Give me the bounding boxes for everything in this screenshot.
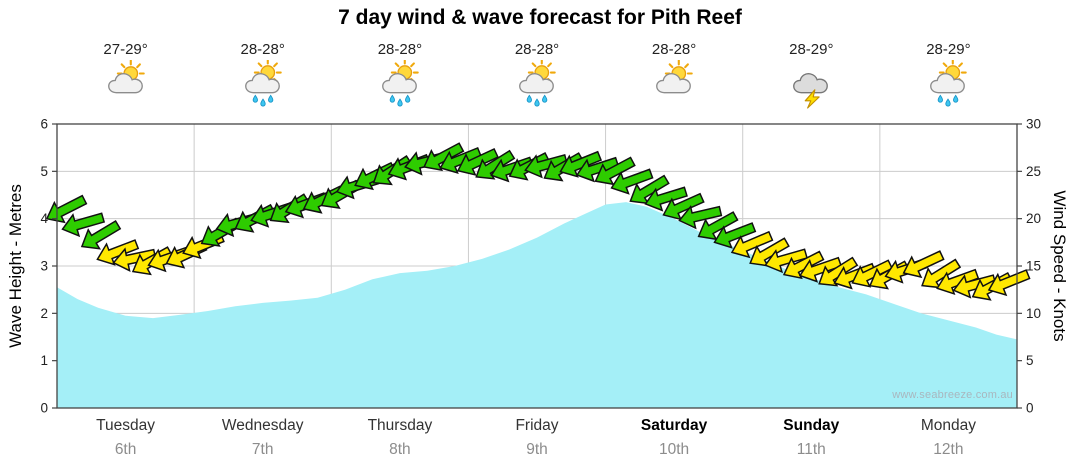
- day-name: Saturday: [640, 417, 708, 434]
- day-icon-cell: [103, 59, 151, 112]
- wind-arrow: [921, 258, 962, 289]
- wind-arrow: [112, 247, 157, 272]
- wind-arrow: [439, 146, 483, 174]
- wind-arrow: [730, 230, 774, 259]
- wind-arrow: [61, 212, 106, 238]
- right-tick-label: 15: [1026, 259, 1041, 274]
- right-axis-label: Wind Speed - Knots: [1050, 190, 1069, 342]
- wind-arrow: [524, 153, 568, 179]
- wind-arrow: [559, 150, 603, 178]
- wind-arrow: [96, 239, 140, 266]
- wind-arrow: [662, 192, 705, 221]
- right-tick-label: 20: [1026, 211, 1041, 226]
- weather-icon-showers: [930, 58, 968, 107]
- right-tick-label: 10: [1026, 306, 1041, 321]
- day-temp: 28-28°: [240, 41, 285, 58]
- left-tick-label: 0: [40, 401, 48, 416]
- day-name: Friday: [515, 417, 559, 434]
- weather-icon-partly-cloudy: [107, 59, 145, 94]
- day-date: 8th: [389, 441, 411, 458]
- day-temp: 28-28°: [514, 41, 560, 58]
- day-date: 11th: [796, 441, 826, 458]
- left-tick-label: 6: [40, 117, 48, 132]
- day-name: Sunday: [783, 417, 840, 434]
- day-temp: 28-28°: [377, 41, 423, 58]
- right-tick-label: 30: [1026, 117, 1041, 132]
- weather-icon-showers: [381, 58, 419, 107]
- wind-arrow: [764, 248, 808, 274]
- day-icon-cell: [514, 58, 562, 112]
- day-icon-cell: [925, 58, 973, 112]
- day-name: Monday: [920, 417, 976, 434]
- wind-arrow: [678, 204, 723, 230]
- weather-icon-showers: [519, 58, 556, 107]
- wind-arrow: [575, 156, 620, 183]
- left-tick-label: 4: [40, 211, 48, 226]
- left-tick-label: 3: [40, 259, 48, 274]
- wind-arrow: [610, 168, 654, 195]
- right-tick-label: 25: [1026, 164, 1041, 179]
- wind-arrow: [782, 250, 825, 280]
- watermark: www.seabreeze.com.au: [892, 389, 1013, 401]
- weather-icon-thunderstorm: [793, 73, 829, 109]
- right-tick-label: 5: [1026, 353, 1034, 368]
- wind-arrow: [697, 211, 739, 241]
- day-name: Tuesday: [96, 417, 156, 434]
- weather-icon-showers: [244, 58, 282, 107]
- wind-arrow: [475, 149, 516, 180]
- day-icon-cell: [240, 58, 288, 112]
- wind-arrow: [629, 174, 670, 205]
- wind-arrow: [952, 274, 997, 299]
- wind-arrow: [456, 147, 499, 176]
- wind-arrow: [902, 250, 945, 279]
- day-temp: 28-29°: [926, 41, 971, 58]
- day-temp: 27-29°: [103, 41, 148, 58]
- wind-arrow: [798, 256, 843, 283]
- wave-area: [57, 202, 1017, 408]
- wind-arrow: [936, 268, 980, 296]
- left-axis-label: Wave Height - Metres: [6, 184, 25, 348]
- day-icon-cell: [788, 60, 836, 112]
- left-tick-label: 2: [40, 306, 48, 321]
- day-icon-cell: [377, 58, 425, 112]
- wind-arrow: [644, 186, 688, 212]
- wind-arrow: [818, 256, 859, 287]
- day-date: 10th: [659, 441, 690, 458]
- chart-title: 7 day wind & wave forecast for Pith Reef: [338, 6, 742, 29]
- day-temp: 28-29°: [789, 41, 834, 58]
- day-date: 9th: [526, 441, 548, 458]
- wind-arrow: [749, 237, 790, 267]
- wind-arrow: [594, 156, 636, 186]
- wind-arrow: [423, 142, 465, 172]
- wind-arrow: [987, 269, 1031, 297]
- wind-arrow: [80, 219, 122, 250]
- weather-icon-partly-cloudy: [656, 59, 693, 94]
- right-tick-label: 0: [1026, 401, 1034, 416]
- wind-arrow: [713, 222, 757, 249]
- day-name: Wednesday: [221, 417, 304, 434]
- day-name: Thursday: [367, 417, 433, 434]
- left-tick-label: 5: [40, 164, 48, 179]
- day-date: 6th: [114, 441, 137, 458]
- day-icon-cell: [651, 59, 699, 112]
- day-temp: 28-28°: [651, 41, 697, 58]
- left-tick-label: 1: [40, 353, 48, 368]
- day-date: 12th: [933, 441, 964, 458]
- day-date: 7th: [251, 441, 274, 458]
- wind-arrow: [851, 259, 894, 288]
